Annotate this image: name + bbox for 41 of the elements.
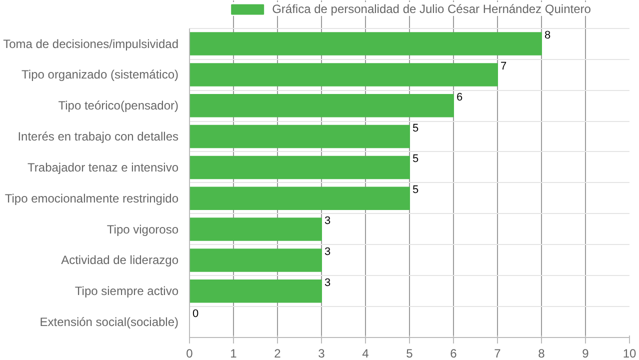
x-tick-label: 0 bbox=[186, 346, 194, 360]
y-tick-label: Tipo organizado (sistemático) bbox=[22, 68, 179, 82]
x-tick-label: 3 bbox=[318, 346, 326, 360]
data-label: 5 bbox=[412, 153, 419, 166]
bar bbox=[190, 156, 410, 180]
x-tick-label: 9 bbox=[582, 346, 590, 360]
bar bbox=[190, 63, 498, 86]
bar bbox=[190, 248, 322, 272]
bar bbox=[190, 218, 322, 241]
x-tick-label: 10 bbox=[622, 346, 636, 360]
x-tick-label: 8 bbox=[538, 346, 546, 360]
data-label: 5 bbox=[412, 122, 419, 134]
data-label: 8 bbox=[544, 30, 551, 42]
x-tick-label: 5 bbox=[406, 346, 414, 360]
data-label: 3 bbox=[324, 215, 331, 228]
data-label: 3 bbox=[324, 246, 331, 258]
y-tick-label: Tipo vigoroso bbox=[106, 222, 179, 236]
legend-label: Gráfica de personalidad de Julio César Hernández Quintero bbox=[272, 2, 591, 16]
bar bbox=[190, 32, 542, 56]
bar bbox=[190, 186, 410, 210]
x-tick-label: 1 bbox=[230, 346, 238, 360]
x-tick-label: 7 bbox=[494, 346, 502, 360]
data-label: 7 bbox=[500, 60, 507, 72]
x-tick-label: 6 bbox=[450, 346, 458, 360]
y-tick-label: Actividad de liderazgo bbox=[61, 253, 179, 268]
bar bbox=[190, 124, 410, 148]
y-tick-label: Tipo emocionalmente restringido bbox=[4, 191, 179, 206]
y-tick-label: Toma de decisiones/impulsividad bbox=[3, 36, 179, 51]
data-label: 0 bbox=[192, 308, 199, 320]
x-tick-label: 2 bbox=[274, 346, 282, 360]
y-tick-label: Tipo siempre activo bbox=[74, 284, 179, 298]
data-label: 6 bbox=[456, 91, 463, 104]
bar bbox=[190, 94, 454, 118]
y-tick-label: Trabajador tenaz e intensivo bbox=[28, 160, 179, 174]
data-label: 3 bbox=[324, 276, 331, 289]
y-tick-label: Extensión social(sociable) bbox=[40, 315, 179, 330]
y-tick-label: Interés en trabajo con detalles bbox=[18, 130, 179, 144]
y-tick-label: Tipo teórico(pensador) bbox=[58, 98, 179, 113]
x-tick-label: 4 bbox=[362, 346, 370, 360]
bar bbox=[190, 279, 322, 303]
data-label: 5 bbox=[412, 184, 419, 196]
